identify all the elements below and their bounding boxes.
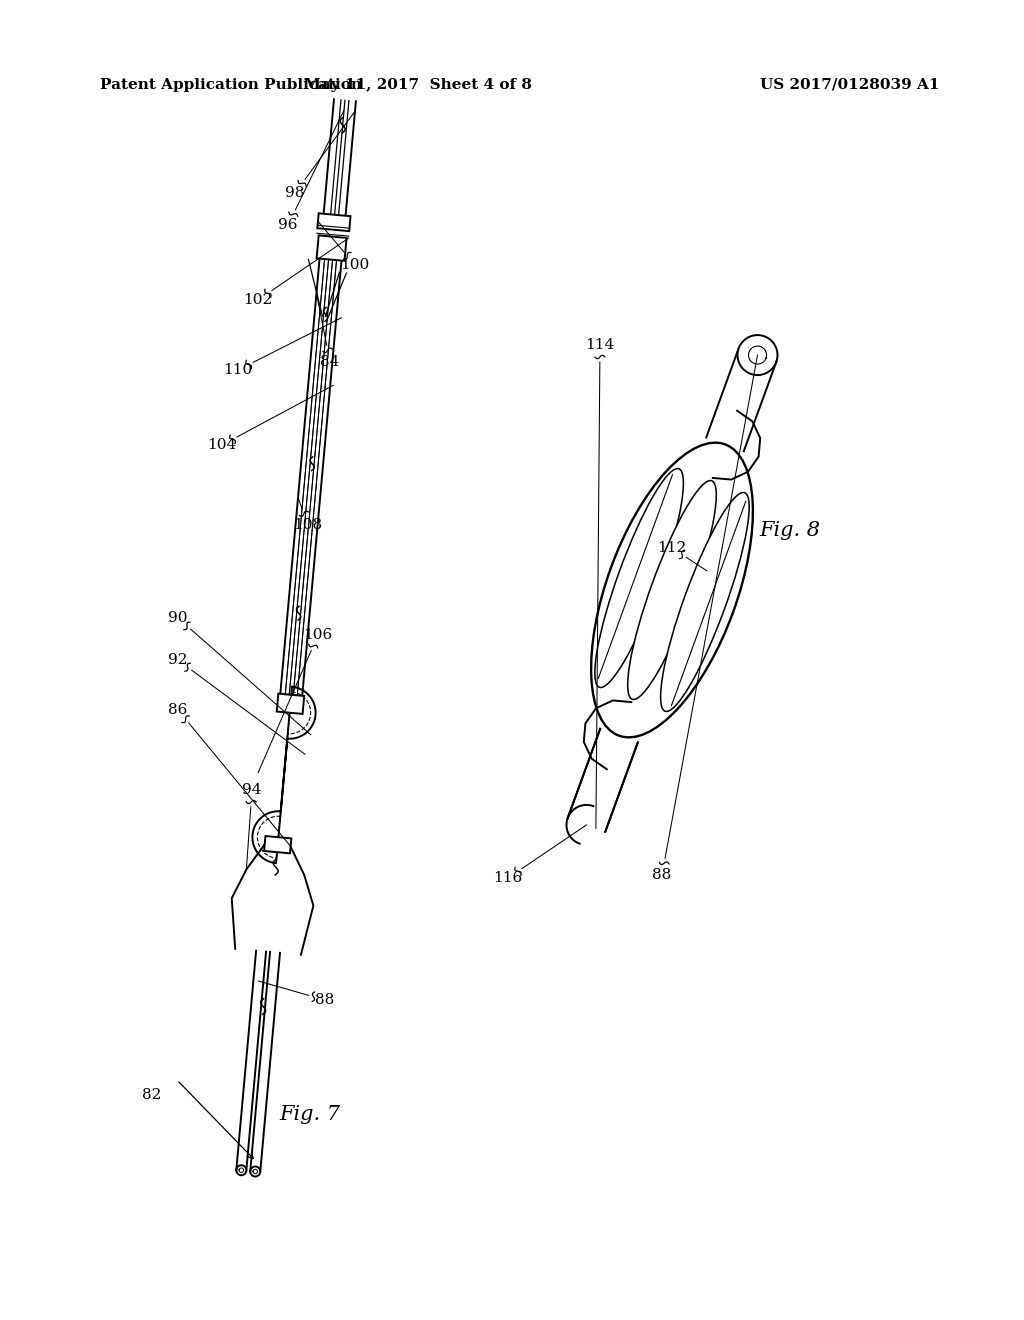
Text: 82: 82 [142, 1088, 162, 1102]
Text: 92: 92 [168, 653, 187, 667]
Text: 106: 106 [303, 628, 333, 642]
Polygon shape [250, 1167, 260, 1176]
Polygon shape [317, 214, 350, 231]
Ellipse shape [595, 469, 683, 688]
Text: Fig. 7: Fig. 7 [280, 1106, 341, 1125]
Text: 96: 96 [279, 218, 298, 232]
Text: 112: 112 [657, 541, 687, 554]
Text: 102: 102 [244, 293, 272, 308]
Ellipse shape [591, 442, 753, 738]
Polygon shape [566, 742, 638, 843]
Text: 88: 88 [315, 993, 335, 1007]
Polygon shape [264, 836, 292, 853]
Text: 104: 104 [208, 438, 237, 451]
Polygon shape [276, 693, 304, 714]
Polygon shape [237, 1166, 247, 1175]
Text: 116: 116 [494, 871, 522, 884]
Text: 108: 108 [294, 517, 323, 532]
Text: 114: 114 [586, 338, 614, 352]
Polygon shape [737, 335, 777, 375]
Text: 90: 90 [168, 611, 187, 624]
Text: 84: 84 [321, 355, 340, 370]
Text: Patent Application Publication: Patent Application Publication [100, 78, 362, 92]
Text: 110: 110 [223, 363, 253, 378]
Text: May 11, 2017  Sheet 4 of 8: May 11, 2017 Sheet 4 of 8 [304, 78, 532, 92]
Text: Fig. 8: Fig. 8 [760, 520, 820, 540]
Ellipse shape [660, 492, 750, 711]
Ellipse shape [628, 480, 717, 700]
Text: 88: 88 [652, 869, 672, 882]
Text: 94: 94 [243, 783, 262, 797]
Text: 86: 86 [168, 704, 187, 717]
Text: 98: 98 [286, 186, 305, 201]
Text: US 2017/0128039 A1: US 2017/0128039 A1 [760, 78, 939, 92]
Text: 100: 100 [340, 257, 370, 272]
Polygon shape [252, 686, 315, 863]
Polygon shape [316, 235, 346, 261]
